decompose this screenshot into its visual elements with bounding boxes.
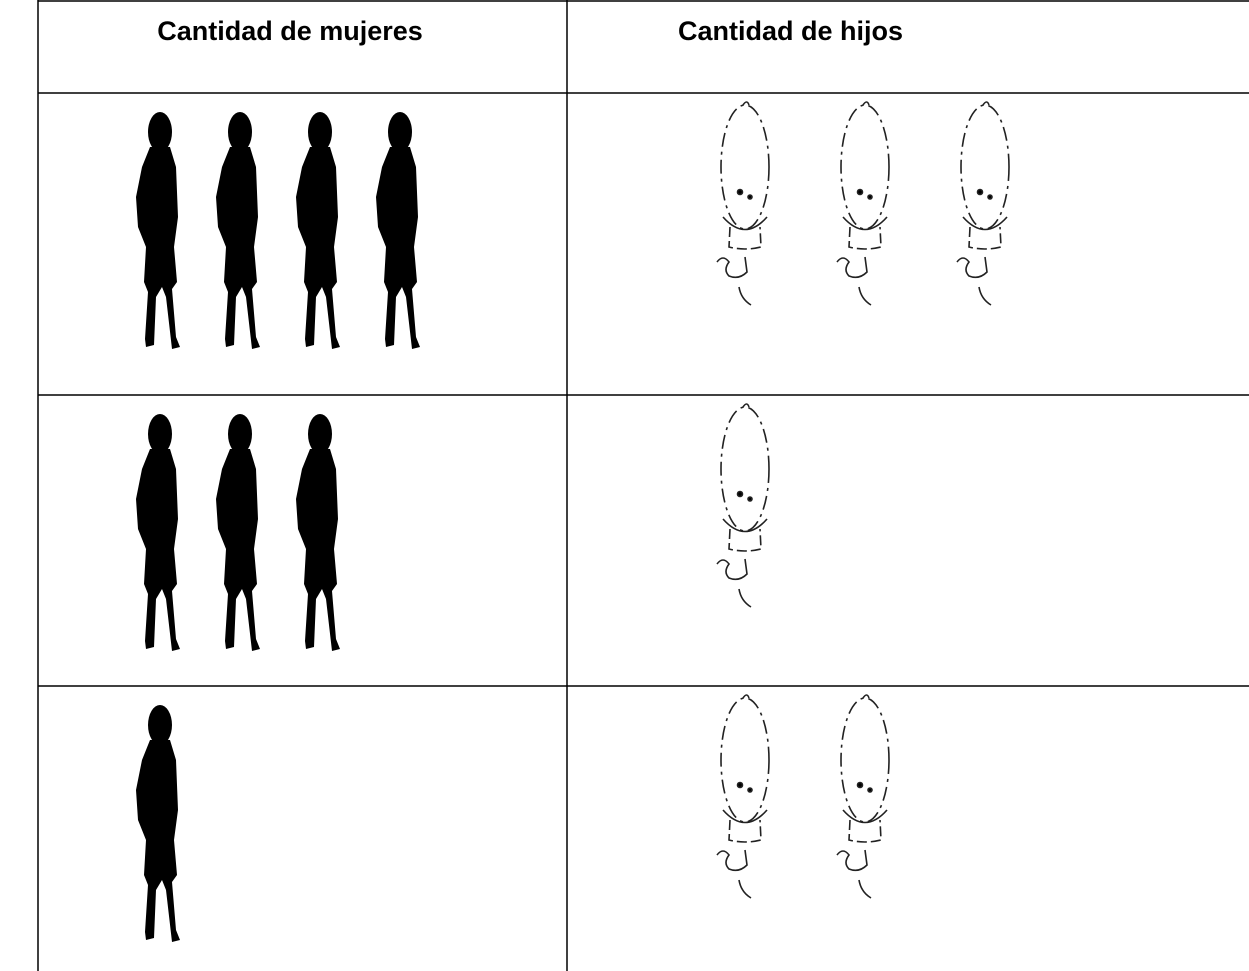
woman-icon	[296, 414, 340, 651]
child-icon	[836, 101, 890, 306]
column-header: Cantidad de mujeres	[157, 16, 423, 46]
woman-icon	[136, 414, 180, 651]
children-count	[716, 403, 770, 608]
woman-icon	[296, 112, 340, 349]
woman-icon	[136, 705, 180, 942]
women-count	[136, 112, 420, 349]
column-header: Cantidad de hijos	[678, 16, 903, 46]
woman-icon	[216, 414, 260, 651]
child-icon	[716, 403, 770, 608]
child-icon	[836, 694, 890, 899]
women-count	[136, 705, 180, 942]
woman-icon	[136, 112, 180, 349]
children-count	[716, 101, 1010, 306]
woman-icon	[376, 112, 420, 349]
child-icon	[956, 101, 1010, 306]
child-icon	[716, 101, 770, 306]
child-icon	[716, 694, 770, 899]
woman-icon	[216, 112, 260, 349]
children-count	[716, 694, 890, 899]
women-count	[136, 414, 340, 651]
table-grid	[37, 0, 1249, 971]
